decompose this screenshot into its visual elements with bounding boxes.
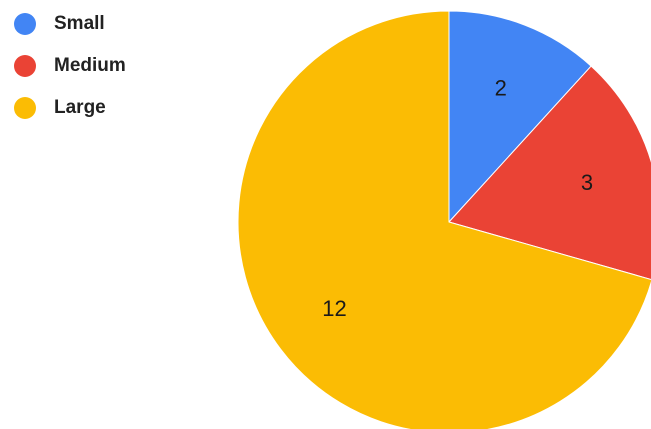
- legend-label-small: Small: [54, 13, 105, 34]
- legend-swatch-medium: [14, 55, 36, 77]
- pie-slice-large: [237, 10, 651, 429]
- legend-swatch-small: [14, 13, 36, 35]
- legend-item-medium: Medium: [14, 52, 126, 80]
- pie-slice-medium: [448, 65, 651, 280]
- legend-item-large: Large: [14, 94, 126, 122]
- legend-label-large: Large: [54, 97, 106, 118]
- slice-value-label-small: 2: [495, 76, 507, 101]
- legend-item-small: Small: [14, 10, 126, 38]
- legend-label-medium: Medium: [54, 55, 126, 76]
- pie-slice-small: [448, 10, 592, 224]
- legend-swatch-large: [14, 97, 36, 119]
- slice-value-label-medium: 3: [581, 170, 593, 195]
- legend: Small Medium Large: [14, 10, 126, 122]
- slice-value-label-large: 12: [322, 296, 346, 321]
